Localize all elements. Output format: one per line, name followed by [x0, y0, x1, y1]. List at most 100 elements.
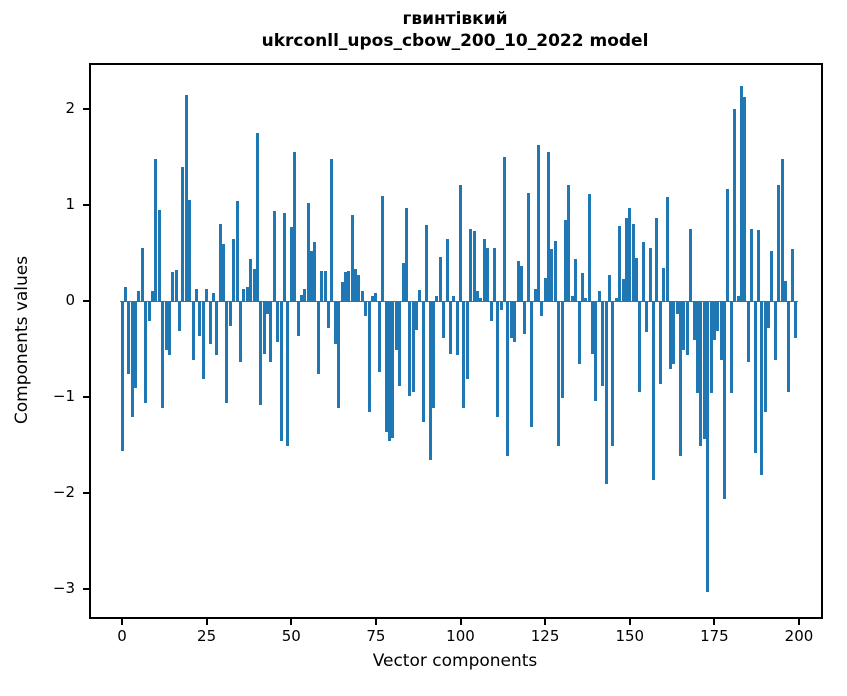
bar	[536, 145, 540, 301]
bar	[770, 251, 774, 301]
bar	[682, 302, 686, 350]
bar	[594, 302, 598, 401]
bar	[607, 275, 611, 301]
bar	[469, 229, 473, 301]
x-tick-label: 50	[281, 627, 301, 645]
bar	[411, 302, 415, 392]
y-tick-label: −2	[52, 483, 75, 501]
bar	[228, 302, 232, 326]
bar	[398, 302, 402, 386]
bar	[350, 215, 354, 301]
bar	[276, 302, 280, 342]
bar	[648, 248, 652, 301]
bar	[272, 211, 276, 301]
bar	[604, 302, 608, 484]
bar	[195, 289, 198, 301]
bar	[360, 291, 364, 301]
bar	[130, 302, 134, 417]
bar	[706, 302, 710, 592]
bar	[750, 229, 754, 301]
bar	[486, 248, 490, 301]
bar	[699, 302, 703, 446]
bar	[387, 302, 391, 441]
bar	[746, 302, 750, 362]
bar	[784, 281, 787, 301]
bar	[184, 95, 188, 301]
bar	[316, 302, 320, 374]
bar	[479, 298, 483, 301]
bar	[540, 302, 544, 316]
bar	[553, 241, 557, 301]
bar	[347, 271, 351, 301]
bar	[614, 298, 618, 301]
bar	[144, 302, 148, 403]
x-tick-mark	[713, 619, 716, 625]
bar	[299, 295, 303, 301]
y-tick-label: −1	[52, 387, 75, 405]
bar	[482, 239, 486, 301]
bar	[533, 289, 537, 301]
x-tick-mark	[121, 619, 123, 625]
bar	[421, 302, 425, 422]
bar	[164, 302, 168, 350]
bar	[367, 302, 371, 412]
bar	[560, 302, 564, 398]
bar	[695, 302, 699, 393]
y-tick-label: 1	[65, 195, 75, 213]
bar	[134, 302, 137, 388]
bar	[235, 201, 239, 301]
bar	[181, 167, 185, 301]
bar	[567, 185, 571, 301]
x-tick-label: 25	[197, 627, 217, 645]
bar	[760, 302, 764, 475]
bar	[306, 203, 310, 301]
bar	[191, 302, 195, 360]
bar	[475, 291, 479, 301]
bar	[151, 291, 154, 301]
bar	[740, 86, 743, 301]
bar	[364, 302, 368, 316]
bar	[310, 251, 314, 301]
bar	[611, 302, 615, 446]
x-tick-mark	[628, 619, 631, 625]
bar	[716, 302, 720, 331]
bar	[286, 302, 290, 446]
bar	[506, 302, 510, 456]
bar	[354, 269, 358, 301]
bar	[208, 302, 212, 344]
bar	[472, 231, 476, 301]
bar	[259, 302, 263, 405]
bar	[279, 302, 283, 441]
bar	[442, 302, 446, 338]
y-tick-label: −3	[52, 579, 75, 597]
bar	[638, 302, 642, 392]
bar	[777, 185, 781, 301]
chart-title: гвинтівкий	[402, 9, 508, 29]
bar	[618, 226, 622, 301]
y-tick-label: 0	[65, 291, 75, 309]
x-tick-mark	[459, 619, 462, 625]
chart-title-block: гвинтівкий ukrconll_upos_cbow_200_10_202…	[89, 8, 821, 52]
bar	[523, 302, 527, 334]
bar	[692, 302, 696, 340]
bar	[337, 302, 341, 408]
bar	[513, 302, 517, 342]
bar	[377, 302, 381, 372]
bar	[174, 270, 178, 301]
y-tick-mark	[83, 204, 89, 206]
bar	[448, 302, 452, 354]
bar	[580, 273, 584, 301]
bar	[719, 302, 723, 360]
bar	[211, 293, 215, 301]
bar	[340, 282, 344, 301]
bar	[557, 302, 561, 446]
bar	[330, 159, 334, 301]
bar	[712, 302, 716, 340]
bar	[496, 302, 500, 417]
bar	[428, 302, 432, 460]
x-tick-mark	[205, 619, 208, 625]
x-tick-label: 75	[366, 627, 386, 645]
bar	[333, 302, 337, 344]
bar	[201, 302, 205, 379]
